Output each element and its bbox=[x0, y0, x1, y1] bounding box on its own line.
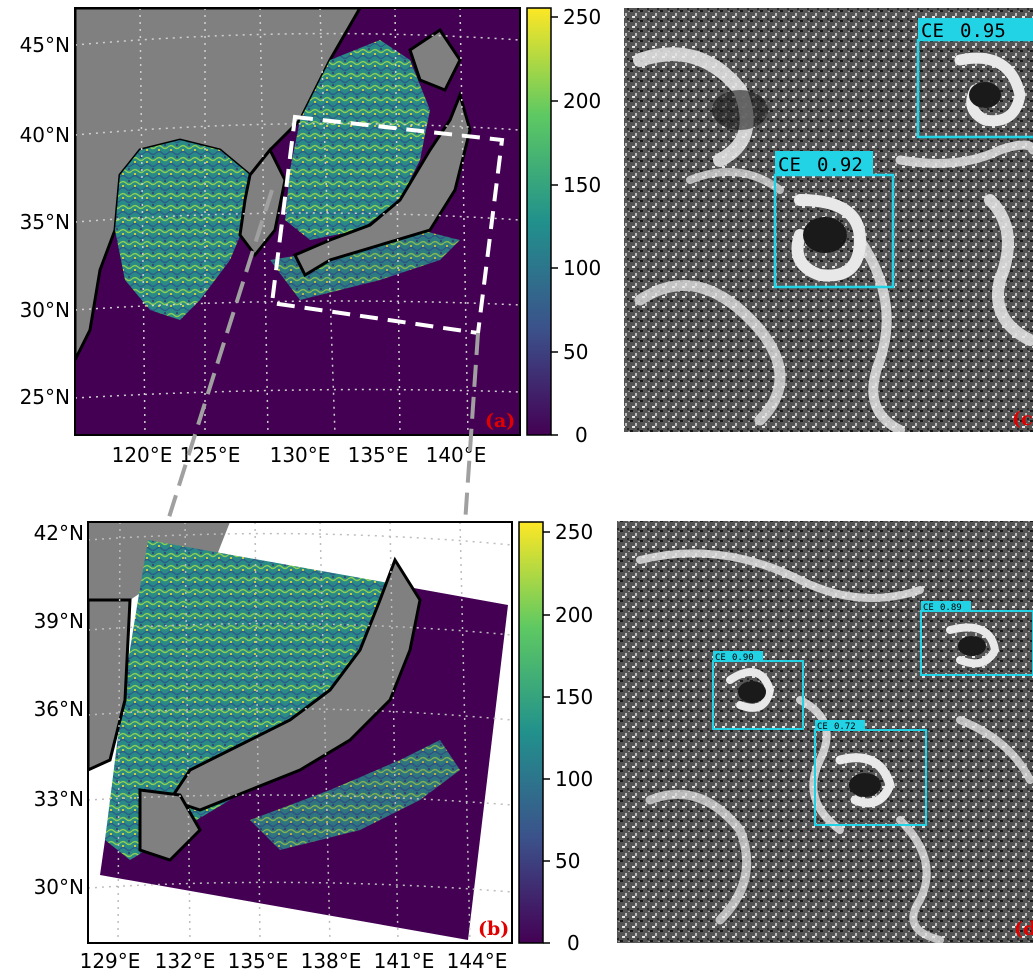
panel-c-detection-score: 0.95 bbox=[960, 20, 1006, 42]
panel-a-hokkaido bbox=[408, 27, 462, 92]
panel-a-lon-label: 130°E bbox=[270, 443, 331, 467]
panel-c-detection-label-bg bbox=[775, 151, 873, 175]
panel-b-colorbar-label: 50 bbox=[555, 849, 580, 873]
panel-b-lon-label: 141°E bbox=[374, 949, 435, 973]
panel-c-tag: (c bbox=[1012, 408, 1033, 430]
panel-a-korea bbox=[238, 147, 287, 258]
panel-a-colorbar-label: 100 bbox=[563, 256, 601, 280]
panel-c-filaments bbox=[633, 47, 1033, 432]
panel-c-detection-score: 0.92 bbox=[817, 154, 863, 176]
panel-a-colorbar bbox=[526, 7, 552, 436]
panel-b: (b) 42°N 39°N 36°N 33°N 30°N 129°E 132°E… bbox=[34, 520, 594, 973]
panel-b-sea-field bbox=[105, 540, 400, 860]
panel-d-detection-score: 0.90 bbox=[732, 653, 754, 663]
panel-a-lat-label: 35°N bbox=[20, 210, 70, 234]
panel-b-colorbar-label: 250 bbox=[555, 520, 593, 544]
panel-b-lat-label: 36°N bbox=[34, 697, 84, 721]
panel-a-colorbar-label: 0 bbox=[575, 423, 588, 447]
panel-a-colorbar-label: 200 bbox=[563, 89, 601, 113]
panel-c: CE 0.95 CE 0.92 (c bbox=[624, 8, 1033, 432]
panel-a-lat-labels: 45°N 40°N 35°N 30°N 25°N bbox=[20, 33, 70, 409]
panel-d-detection-class: CE bbox=[715, 653, 726, 663]
panel-a-lon-label: 140°E bbox=[426, 443, 487, 467]
panel-b-lat-labels: 42°N 39°N 36°N 33°N 30°N bbox=[34, 521, 84, 899]
panel-a-frame bbox=[74, 7, 521, 436]
panel-a-colorbar-label: 150 bbox=[563, 173, 601, 197]
panel-a-lon-label: 120°E bbox=[112, 443, 173, 467]
panel-b-tag: (b) bbox=[478, 918, 509, 940]
panel-d-detection-label-bg bbox=[815, 720, 865, 730]
panel-b-lon-labels: 129°E 132°E 135°E 138°E 141°E 144°E bbox=[80, 949, 508, 973]
panel-b-colorbar-label: 0 bbox=[567, 931, 580, 955]
panel-d-detection-label-bg bbox=[921, 601, 971, 611]
panel-b-pacific-field bbox=[250, 740, 460, 850]
panel-d-detection: CE 0.72 bbox=[814, 720, 927, 826]
panel-b-lon-label: 135°E bbox=[228, 949, 289, 973]
panel-a-pacific-field bbox=[270, 230, 460, 300]
panel-d: CE 0.89 CE 0.90 CE 0.72 (d bbox=[617, 521, 1033, 943]
panel-a-colorbar-label: 250 bbox=[563, 5, 601, 29]
panel-d-detection: CE 0.89 bbox=[920, 601, 1033, 676]
panel-d-detection: CE 0.90 bbox=[712, 651, 804, 730]
panel-b-kyushu bbox=[138, 788, 202, 862]
panel-a-lat-label: 45°N bbox=[20, 33, 70, 57]
panel-a-lon-labels: 120°E 125°E 130°E 135°E 140°E bbox=[112, 443, 487, 467]
panel-b-colorbar bbox=[518, 521, 544, 944]
panel-b-lon-label: 144°E bbox=[447, 949, 508, 973]
panel-b-colorbar-label: 100 bbox=[555, 767, 593, 791]
panel-b-colorbar-ticks bbox=[543, 531, 550, 944]
panel-c-detection-class: CE bbox=[921, 20, 944, 42]
panel-b-frame bbox=[87, 521, 513, 944]
panel-a-graticule bbox=[75, 8, 520, 435]
panel-c-detection: CE 0.95 bbox=[916, 18, 1033, 139]
panel-d-tag: (d bbox=[1014, 918, 1033, 940]
panel-d-detection-class: CE bbox=[923, 603, 934, 613]
panel-b-lat-label: 30°N bbox=[34, 875, 84, 899]
panel-a-lat-label: 40°N bbox=[20, 123, 70, 147]
panel-a-tag: (a) bbox=[485, 410, 515, 432]
panel-b-colorbar-label: 200 bbox=[555, 603, 593, 627]
panel-c-detection-class: CE bbox=[778, 154, 801, 176]
panel-a-colorbar-ticks bbox=[551, 16, 558, 436]
panel-d-detection-box bbox=[814, 729, 927, 826]
panel-b-lat-label: 33°N bbox=[34, 787, 84, 811]
panel-b-lon-label: 132°E bbox=[155, 949, 216, 973]
panel-b-graticule bbox=[88, 522, 512, 943]
panel-d-detection-class: CE bbox=[817, 722, 828, 732]
panel-a-lon-label: 135°E bbox=[348, 443, 409, 467]
panel-a-lat-label: 25°N bbox=[20, 385, 70, 409]
panel-d-detection-score: 0.72 bbox=[834, 722, 856, 732]
panel-a-japan bbox=[292, 90, 472, 278]
panel-b-lon-label: 129°E bbox=[80, 949, 141, 973]
panel-c-dark-cores bbox=[712, 82, 1001, 253]
panel-a-lat-label: 30°N bbox=[20, 298, 70, 322]
panel-d-detection-score: 0.89 bbox=[940, 603, 962, 613]
panel-b-lat-label: 39°N bbox=[34, 609, 84, 633]
panel-c-detection-label-bg bbox=[918, 18, 1033, 40]
panel-d-detection-box bbox=[920, 610, 1033, 676]
panel-d-filaments bbox=[636, 549, 1033, 943]
panel-a: (a) 45°N 40°N 35°N 30°N 25°N 120°E 125°E… bbox=[20, 5, 602, 467]
panel-c-detection: CE 0.92 bbox=[773, 151, 895, 289]
panel-a-sea-of-japan-field bbox=[285, 40, 430, 240]
panel-d-dark-cores bbox=[738, 636, 986, 797]
panel-b-colorbar-label: 150 bbox=[555, 685, 593, 709]
panel-b-lon-label: 138°E bbox=[301, 949, 362, 973]
panel-d-detection-label-bg bbox=[713, 651, 763, 661]
panel-a-yellow-sea-field bbox=[115, 140, 255, 320]
panel-b-lat-label: 42°N bbox=[34, 521, 84, 545]
panel-a-colorbar-label: 50 bbox=[563, 340, 588, 364]
